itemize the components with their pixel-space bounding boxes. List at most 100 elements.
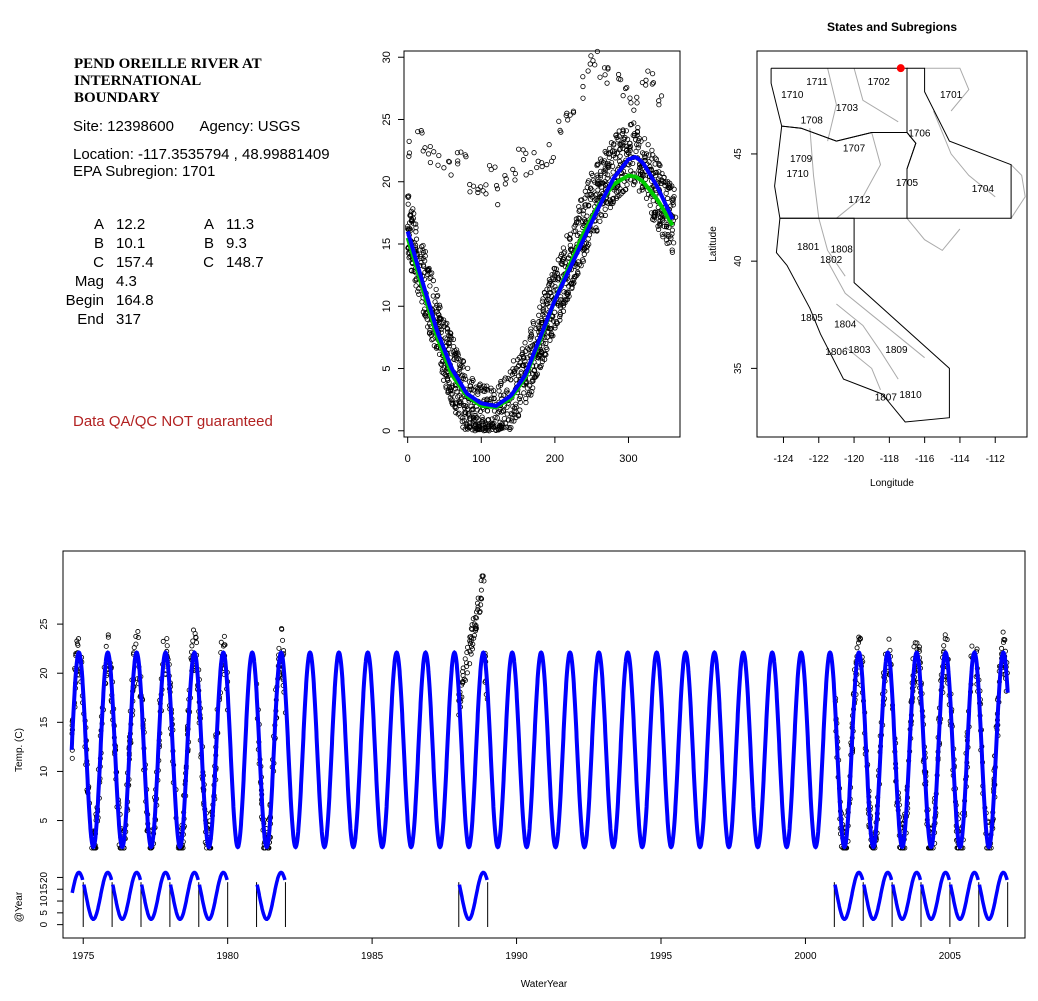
data-point bbox=[85, 789, 91, 795]
data-point bbox=[923, 782, 929, 788]
data-point bbox=[409, 216, 415, 222]
data-point bbox=[1000, 659, 1006, 665]
data-point bbox=[481, 398, 487, 405]
data-point bbox=[894, 799, 900, 805]
data-point bbox=[448, 336, 454, 342]
data-point bbox=[882, 675, 888, 681]
data-point bbox=[567, 236, 573, 242]
data-point bbox=[503, 420, 509, 426]
data-point bbox=[917, 685, 923, 691]
data-point bbox=[116, 804, 122, 810]
data-point bbox=[551, 272, 557, 278]
data-point bbox=[480, 573, 486, 579]
outlier-point bbox=[594, 48, 600, 55]
data-point bbox=[256, 739, 262, 745]
data-point bbox=[414, 251, 420, 257]
data-point bbox=[405, 245, 412, 251]
fit-curve bbox=[405, 173, 675, 410]
data-point bbox=[910, 688, 916, 694]
data-point bbox=[570, 277, 576, 283]
data-point bbox=[662, 231, 668, 237]
data-point bbox=[497, 419, 503, 425]
data-point bbox=[502, 375, 508, 381]
data-point bbox=[642, 155, 648, 161]
data-point bbox=[429, 270, 435, 276]
data-point bbox=[908, 712, 914, 718]
data-point bbox=[918, 682, 924, 688]
data-point bbox=[594, 228, 600, 234]
data-point bbox=[457, 402, 463, 408]
data-point bbox=[572, 222, 578, 228]
data-point bbox=[561, 299, 567, 305]
data-point bbox=[664, 216, 670, 222]
data-point bbox=[465, 395, 472, 402]
data-point bbox=[131, 650, 137, 656]
data-point bbox=[632, 133, 638, 139]
data-point bbox=[471, 399, 478, 405]
data-point bbox=[463, 386, 469, 392]
data-point bbox=[664, 222, 670, 228]
data-point bbox=[417, 247, 423, 253]
data-point bbox=[867, 804, 873, 810]
data-point bbox=[599, 188, 605, 194]
data-point bbox=[127, 741, 133, 747]
data-point bbox=[607, 199, 613, 205]
data-point bbox=[1002, 637, 1008, 643]
data-point bbox=[209, 813, 215, 819]
data-point bbox=[594, 162, 600, 169]
data-point bbox=[196, 720, 202, 726]
data-point bbox=[558, 274, 565, 280]
data-point bbox=[887, 672, 893, 678]
data-point bbox=[625, 149, 631, 155]
data-point bbox=[409, 255, 416, 262]
data-point bbox=[422, 312, 428, 318]
data-point bbox=[839, 826, 845, 832]
data-point bbox=[868, 837, 874, 843]
data-point bbox=[570, 256, 576, 262]
site-title-line: INTERNATIONAL bbox=[74, 73, 202, 89]
data-point bbox=[517, 399, 523, 405]
data-point bbox=[515, 413, 522, 419]
data-point bbox=[438, 316, 444, 322]
data-point bbox=[438, 329, 444, 335]
data-point bbox=[129, 712, 135, 718]
data-point bbox=[486, 425, 492, 432]
data-point bbox=[184, 731, 190, 737]
data-point bbox=[620, 142, 626, 148]
data-point bbox=[462, 373, 468, 379]
data-point bbox=[482, 386, 488, 392]
data-point bbox=[945, 680, 951, 686]
data-point bbox=[577, 245, 583, 251]
outlier-point bbox=[558, 129, 564, 135]
site-title-line: BOUNDARY bbox=[74, 90, 161, 106]
data-point bbox=[954, 837, 960, 843]
subregion-boundary bbox=[809, 128, 820, 219]
data-point bbox=[959, 845, 965, 851]
data-point bbox=[78, 669, 84, 675]
data-point bbox=[977, 713, 983, 719]
data-point bbox=[92, 845, 98, 851]
data-point bbox=[606, 163, 612, 169]
data-point bbox=[657, 173, 663, 179]
data-point bbox=[456, 712, 462, 718]
data-point bbox=[544, 317, 550, 323]
data-point bbox=[991, 767, 997, 773]
data-point bbox=[544, 334, 550, 340]
data-point bbox=[651, 184, 657, 190]
data-point bbox=[448, 397, 454, 403]
year-fit-curve bbox=[862, 870, 894, 921]
data-point bbox=[955, 845, 961, 851]
outlier-point bbox=[622, 85, 629, 92]
data-point bbox=[610, 182, 616, 188]
data-point bbox=[837, 808, 843, 814]
data-point bbox=[449, 401, 456, 408]
data-point bbox=[585, 180, 591, 186]
data-point bbox=[603, 150, 609, 156]
data-point bbox=[554, 320, 560, 326]
data-point bbox=[421, 276, 427, 282]
data-point bbox=[423, 310, 429, 316]
data-point bbox=[433, 319, 439, 325]
data-point bbox=[639, 171, 646, 177]
data-point bbox=[422, 253, 428, 259]
data-point bbox=[896, 797, 902, 803]
